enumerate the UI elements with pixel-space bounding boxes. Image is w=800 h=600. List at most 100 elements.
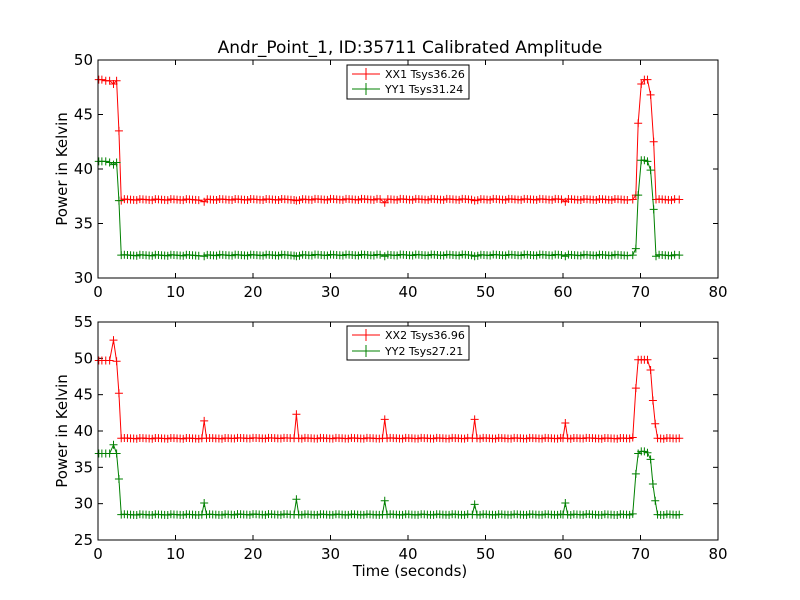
data-point-marker bbox=[376, 195, 385, 204]
data-point-marker bbox=[380, 415, 389, 424]
bottom-y-tick-label: 55 bbox=[74, 313, 93, 331]
data-point-marker bbox=[651, 419, 660, 428]
data-point-marker bbox=[631, 244, 640, 253]
data-point-marker bbox=[101, 157, 110, 166]
data-point-marker bbox=[105, 356, 114, 365]
legend-label-yy2: YY2 Tsys27.21 bbox=[384, 345, 463, 358]
bottom-x-tick-label: 40 bbox=[398, 545, 417, 563]
data-point-marker bbox=[634, 119, 643, 128]
bottom-y-tick-label: 50 bbox=[74, 349, 93, 367]
top-axis-ticks: 0 10 20 30 40 50 60 70 80 30 35 40 45 50 bbox=[74, 51, 728, 301]
top-y-tick-label: 30 bbox=[74, 269, 93, 287]
data-point-marker bbox=[628, 509, 637, 518]
data-point-marker bbox=[646, 166, 655, 175]
data-point-marker bbox=[649, 205, 658, 214]
legend-marker-yy2 bbox=[360, 345, 372, 357]
bottom-panel: Power in Kelvin Time (seconds) 0 10 20 30 40… bbox=[53, 313, 728, 580]
data-point-marker bbox=[200, 498, 209, 507]
data-point-marker bbox=[637, 79, 646, 88]
top-x-tick-label: 0 bbox=[93, 283, 103, 301]
top-panel: Andr_Point_1, ID:35711 Calibrated Amplit… bbox=[53, 38, 728, 301]
legend-marker-xx1 bbox=[360, 68, 372, 80]
bottom-y-tick-label: 25 bbox=[74, 531, 93, 549]
data-point-marker bbox=[292, 410, 301, 419]
data-point-marker bbox=[631, 384, 640, 393]
legend-label-yy1: YY1 Tsys31.24 bbox=[384, 83, 463, 96]
legend-marker-xx2 bbox=[360, 329, 372, 341]
x-axis-label: Time (seconds) bbox=[352, 562, 468, 580]
top-series-markers-1 bbox=[94, 156, 684, 261]
data-point-marker bbox=[649, 137, 658, 146]
bottom-axis-ticks: 0 10 20 30 40 50 60 70 80 25 30 35 40 45 50 55 bbox=[74, 313, 728, 563]
data-point-marker bbox=[470, 415, 479, 424]
data-point-marker bbox=[646, 455, 655, 464]
data-point-marker bbox=[292, 495, 301, 504]
data-point-marker bbox=[646, 365, 655, 374]
legend-marker-yy1 bbox=[360, 83, 372, 95]
data-point-marker bbox=[643, 448, 652, 457]
bottom-y-tick-label: 30 bbox=[74, 495, 93, 513]
bottom-x-tick-label: 30 bbox=[321, 545, 340, 563]
data-point-marker bbox=[114, 196, 123, 205]
bottom-x-tick-label: 60 bbox=[553, 545, 572, 563]
top-series-markers-0 bbox=[94, 75, 684, 207]
data-point-marker bbox=[634, 191, 643, 200]
bottom-legend: XX2 Tsys36.96 YY2 Tsys27.21 bbox=[346, 325, 470, 361]
data-point-marker bbox=[643, 75, 652, 84]
data-point-marker bbox=[628, 251, 637, 260]
bottom-x-tick-label: 50 bbox=[476, 545, 495, 563]
data-point-marker bbox=[97, 75, 106, 84]
data-point-marker bbox=[628, 195, 637, 204]
top-x-tick-label: 80 bbox=[708, 283, 727, 301]
top-y-tick-label: 40 bbox=[74, 160, 93, 178]
data-point-marker bbox=[643, 157, 652, 166]
top-y-tick-label: 35 bbox=[74, 215, 93, 233]
data-point-marker bbox=[114, 389, 123, 398]
data-point-marker bbox=[675, 251, 684, 260]
top-x-tick-label: 30 bbox=[321, 283, 340, 301]
bottom-series-markers-0 bbox=[94, 336, 684, 443]
data-point-marker bbox=[376, 250, 385, 259]
data-point-marker bbox=[109, 336, 118, 345]
bottom-y-tick-label: 35 bbox=[74, 458, 93, 476]
top-plot-frame bbox=[97, 59, 719, 279]
data-point-marker bbox=[561, 419, 570, 428]
top-x-tick-label: 70 bbox=[631, 283, 650, 301]
bottom-x-tick-label: 20 bbox=[243, 545, 262, 563]
data-point-marker bbox=[675, 510, 684, 519]
bottom-y-tick-label: 45 bbox=[74, 386, 93, 404]
top-legend-box bbox=[346, 64, 470, 100]
data-point-marker bbox=[112, 357, 121, 366]
bottom-y-axis-label: Power in Kelvin bbox=[53, 374, 71, 488]
data-point-marker bbox=[109, 440, 118, 449]
top-x-tick-label: 10 bbox=[166, 283, 185, 301]
top-y-tick-label: 50 bbox=[74, 51, 93, 69]
data-point-marker bbox=[651, 496, 660, 505]
bottom-x-tick-label: 70 bbox=[631, 545, 650, 563]
data-point-marker bbox=[643, 355, 652, 364]
data-point-marker bbox=[105, 76, 114, 85]
data-point-marker bbox=[112, 76, 121, 85]
top-legend: XX1 Tsys36.26 YY1 Tsys31.24 bbox=[346, 64, 470, 100]
bottom-plot-frame bbox=[97, 321, 719, 541]
data-point-marker bbox=[200, 416, 209, 425]
data-point-marker bbox=[623, 251, 632, 260]
data-point-marker bbox=[675, 434, 684, 443]
legend-label-xx2: XX2 Tsys36.96 bbox=[385, 329, 465, 342]
chart-title: Andr_Point_1, ID:35711 Calibrated Amplit… bbox=[218, 38, 603, 58]
data-point-marker bbox=[675, 195, 684, 204]
top-x-tick-label: 20 bbox=[243, 283, 262, 301]
top-x-tick-label: 60 bbox=[553, 283, 572, 301]
data-point-marker bbox=[631, 469, 640, 478]
data-point-marker bbox=[628, 433, 637, 442]
bottom-x-tick-label: 0 bbox=[93, 545, 103, 563]
data-point-marker bbox=[114, 474, 123, 483]
data-point-marker bbox=[648, 396, 657, 405]
bottom-y-tick-label: 40 bbox=[74, 422, 93, 440]
data-point-marker bbox=[561, 498, 570, 507]
data-point-marker bbox=[648, 480, 657, 489]
data-point-marker bbox=[470, 500, 479, 509]
data-point-marker bbox=[380, 496, 389, 505]
